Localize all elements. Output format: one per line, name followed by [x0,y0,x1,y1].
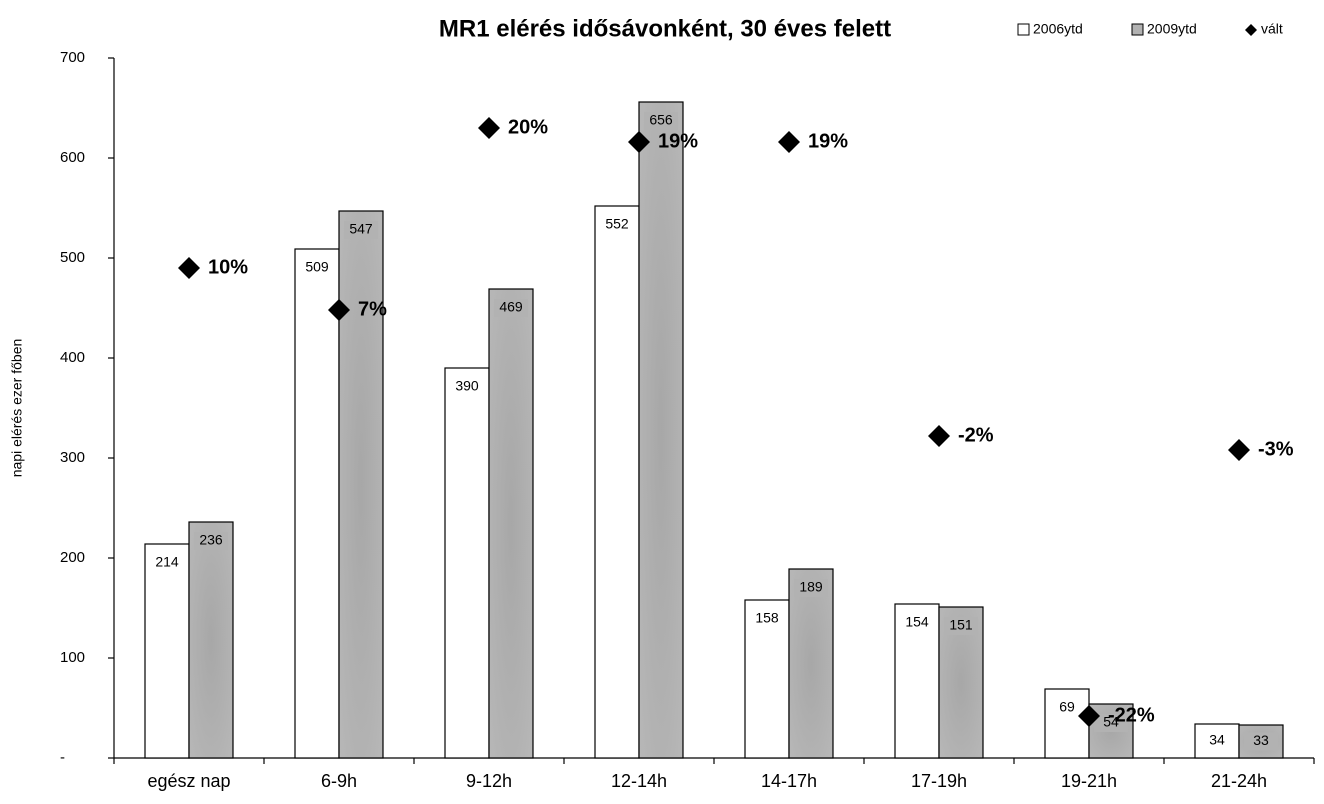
value-label: 656 [649,112,673,128]
y-axis-label: napi elérés ezer főben [9,339,25,478]
value-label: 34 [1209,732,1225,748]
x-tick-label: 19-21h [1061,771,1117,791]
x-tick-label: 17-19h [911,771,967,791]
value-label: 154 [905,614,929,630]
value-label: 214 [155,554,179,570]
value-label: 54 [1103,714,1119,730]
legend-label: 2009ytd [1147,21,1197,37]
value-label: 469 [499,299,523,315]
legend-swatch [1017,23,1030,36]
diamond-marker [478,117,500,139]
y-tick-label: - [60,749,65,766]
diamond-marker [928,425,950,447]
y-tick-label: 100 [60,649,85,666]
bar [294,248,340,759]
diamond-marker [628,131,650,153]
value-label: 236 [199,532,223,548]
y-tick-label: 700 [60,49,85,66]
value-label-bg [794,579,828,597]
bar [1194,723,1240,759]
legend-label: vált [1261,21,1283,37]
x-tick-label: 14-17h [761,771,817,791]
x-tick-label: egész nap [147,771,230,791]
value-label: 509 [305,259,329,275]
x-tick-label: 9-12h [466,771,512,791]
value-label-bg [1094,714,1128,732]
value-label: 547 [349,221,373,237]
bar [744,599,790,759]
value-label: 20% [508,116,548,138]
bar [894,603,940,759]
bar [144,543,190,759]
value-label-bg [344,221,378,239]
value-label: 189 [799,579,823,595]
value-label: 390 [455,378,479,394]
x-tick-label: 6-9h [321,771,357,791]
y-tick-label: 300 [60,449,85,466]
bar [188,521,234,759]
value-label: 7% [358,298,387,320]
bar [488,288,534,759]
diamond-marker [328,299,350,321]
value-label: 158 [755,610,779,626]
x-tick-label: 12-14h [611,771,667,791]
bar [788,568,834,759]
y-tick-label: 500 [60,249,85,266]
value-label: 69 [1059,699,1075,715]
diamond-marker [1228,439,1250,461]
chart-title: MR1 elérés idősávonként, 30 éves felett [439,15,891,42]
value-label: 151 [949,617,973,633]
value-label-bg [494,299,528,317]
value-label: -3% [1258,438,1294,460]
value-label-bg [194,532,228,550]
legend-swatch [1131,23,1144,36]
value-label: -2% [958,424,994,446]
diamond-marker [178,257,200,279]
value-label: -22% [1108,704,1155,726]
value-label: 33 [1253,732,1269,748]
y-tick-label: 400 [60,349,85,366]
diamond-marker [1078,705,1100,727]
y-tick-label: 600 [60,149,85,166]
value-label-bg [1244,732,1278,751]
bar [444,367,490,759]
bar [1044,688,1090,759]
y-tick-label: 200 [60,549,85,566]
value-label: 19% [658,130,698,152]
value-label-bg [944,617,978,635]
legend-label: 2006ytd [1033,21,1083,37]
bar [638,101,684,759]
value-label: 552 [605,216,629,232]
bar [594,205,640,759]
bar [338,210,384,759]
x-tick-label: 21-24h [1211,771,1267,791]
value-label-bg [644,112,678,130]
value-label: 10% [208,256,248,278]
diamond-marker [778,131,800,153]
legend-swatch [1245,24,1257,36]
value-label: 19% [808,130,848,152]
